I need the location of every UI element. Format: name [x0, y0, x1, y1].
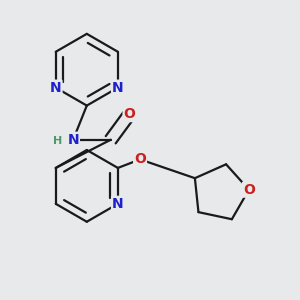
- Text: O: O: [124, 107, 135, 121]
- Text: O: O: [134, 152, 146, 167]
- Text: N: N: [50, 81, 62, 95]
- Text: N: N: [67, 133, 79, 147]
- Text: O: O: [243, 183, 255, 197]
- Text: H: H: [53, 136, 62, 146]
- Text: N: N: [112, 81, 124, 95]
- Text: N: N: [112, 197, 124, 211]
